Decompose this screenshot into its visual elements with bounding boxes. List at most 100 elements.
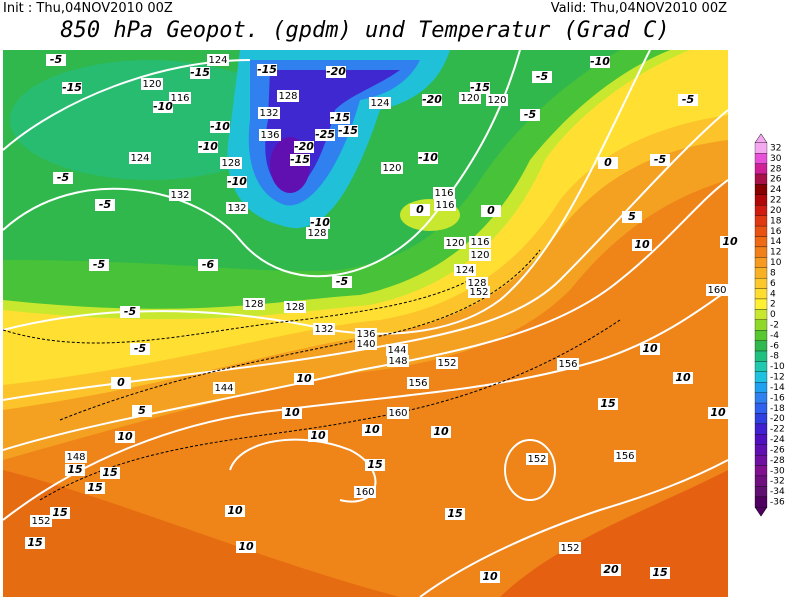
- label-box: [308, 430, 328, 442]
- geopotential-label: 132: [259, 108, 278, 119]
- temperature-label: -15: [470, 81, 490, 94]
- colorbar-swatch: [754, 340, 768, 352]
- colorbar-swatch: [754, 215, 768, 227]
- geopotential-label: 128: [307, 228, 326, 239]
- label-box: [338, 125, 358, 137]
- geopotential-label: 128: [467, 278, 486, 289]
- geopotential-label: 120: [142, 79, 161, 90]
- temperature-label: 10: [722, 235, 738, 248]
- label-box: [25, 537, 45, 549]
- label-box: [30, 515, 52, 527]
- label-box: [129, 152, 151, 164]
- geopotential-label: 156: [615, 451, 634, 462]
- label-box: [454, 264, 476, 276]
- colorbar-bottom-arrow: [754, 506, 768, 517]
- temperature-label: -15: [290, 153, 310, 166]
- colorbar-label: -20: [770, 414, 785, 424]
- label-box: [468, 286, 490, 298]
- temperature-label: -15: [62, 81, 82, 94]
- temperature-label: -5: [524, 108, 537, 121]
- label-box: [678, 94, 698, 106]
- label-box: [354, 486, 376, 498]
- label-box: [277, 90, 299, 102]
- label-box: [198, 141, 218, 153]
- temperature-label: -10: [418, 151, 438, 164]
- label-box: [431, 426, 451, 438]
- label-box: [559, 542, 581, 554]
- label-box: [111, 377, 131, 389]
- label-box: [198, 259, 218, 271]
- label-box: [520, 109, 540, 121]
- temperature-label: 10: [642, 342, 658, 355]
- colorbar-label: -32: [770, 477, 785, 487]
- label-box: [132, 405, 152, 417]
- colorbar-label: 20: [770, 206, 782, 216]
- geopotential-label: 136: [356, 329, 375, 340]
- colorbar-label: -28: [770, 456, 785, 466]
- temperature-label: -15: [330, 111, 350, 124]
- label-box: [622, 211, 642, 223]
- label-box: [434, 199, 456, 211]
- geopotential-label: 152: [437, 358, 456, 369]
- label-box: [313, 323, 335, 335]
- temperature-label: 15: [600, 397, 616, 410]
- temperature-label: -5: [536, 70, 549, 83]
- label-box: [89, 259, 109, 271]
- label-box: [407, 377, 429, 389]
- colorbar: 32302826242220181614121086420-2-4-6-8-10…: [754, 133, 785, 517]
- temperature-label: 15: [652, 566, 668, 579]
- colorbar-label: 24: [770, 185, 782, 195]
- colorbar-swatch: [754, 257, 768, 268]
- label-box: [590, 56, 610, 68]
- label-box: [85, 482, 105, 494]
- label-box: [601, 564, 621, 576]
- label-box: [310, 217, 330, 229]
- colorbar-swatch: [754, 382, 768, 393]
- colorbar-label: 28: [770, 164, 782, 174]
- colorbar-label: -12: [770, 373, 785, 383]
- colorbar-swatch: [754, 486, 768, 497]
- colorbar-label: -4: [770, 331, 779, 341]
- label-box: [381, 162, 403, 174]
- colorbar-swatch: [754, 392, 768, 404]
- label-box: [650, 567, 670, 579]
- colorbar-swatch: [754, 173, 768, 185]
- geopotential-label: 148: [388, 356, 407, 367]
- label-box: [355, 338, 377, 350]
- label-box: [213, 382, 235, 394]
- label-box: [332, 276, 352, 288]
- colorbar-swatch: [754, 423, 768, 435]
- temperature-label: 10: [364, 423, 380, 436]
- label-box: [598, 398, 618, 410]
- colorbar-label: -8: [770, 352, 779, 362]
- colorbar-label: 10: [770, 258, 782, 268]
- colorbar-swatch: [754, 319, 768, 331]
- temperature-label: -5: [682, 93, 695, 106]
- label-box: [355, 328, 377, 340]
- label-box: [220, 157, 242, 169]
- label-box: [444, 237, 466, 249]
- label-box: [445, 508, 465, 520]
- temperature-label: 10: [710, 406, 726, 419]
- label-box: [290, 154, 310, 166]
- geopotential-label: 124: [370, 98, 389, 109]
- colorbar-swatch: [754, 267, 768, 279]
- geopotential-label: 152: [527, 454, 546, 465]
- geopotential-label: 156: [408, 378, 427, 389]
- colorbar-swatch: [754, 402, 768, 414]
- label-box: [226, 202, 248, 214]
- geopotential-label: 124: [130, 153, 149, 164]
- geopotential-label: 160: [388, 408, 407, 419]
- label-box: [210, 121, 230, 133]
- temperature-label: -25: [315, 128, 335, 141]
- geopotential-label: 128: [221, 158, 240, 169]
- temperature-label: 15: [52, 506, 68, 519]
- temperature-label: -5: [654, 153, 667, 166]
- colorbar-swatch: [754, 194, 768, 206]
- colorbar-swatch: [754, 309, 768, 320]
- colorbar-swatch: [754, 413, 768, 425]
- temperature-label: -5: [93, 258, 106, 271]
- label-box: [387, 355, 409, 367]
- colorbar-label: -2: [770, 321, 779, 331]
- colorbar-label: 12: [770, 248, 781, 258]
